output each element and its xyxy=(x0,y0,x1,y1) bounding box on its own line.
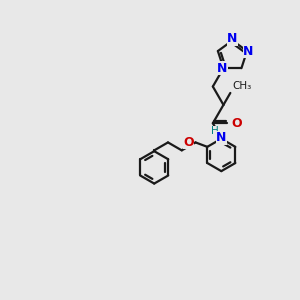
Text: N: N xyxy=(216,131,226,144)
Text: CH₃: CH₃ xyxy=(233,82,252,92)
Text: O: O xyxy=(231,117,242,130)
Text: H: H xyxy=(211,127,218,136)
Text: O: O xyxy=(183,136,194,149)
Text: N: N xyxy=(243,44,254,58)
Text: N: N xyxy=(227,32,238,46)
Text: N: N xyxy=(217,62,227,75)
